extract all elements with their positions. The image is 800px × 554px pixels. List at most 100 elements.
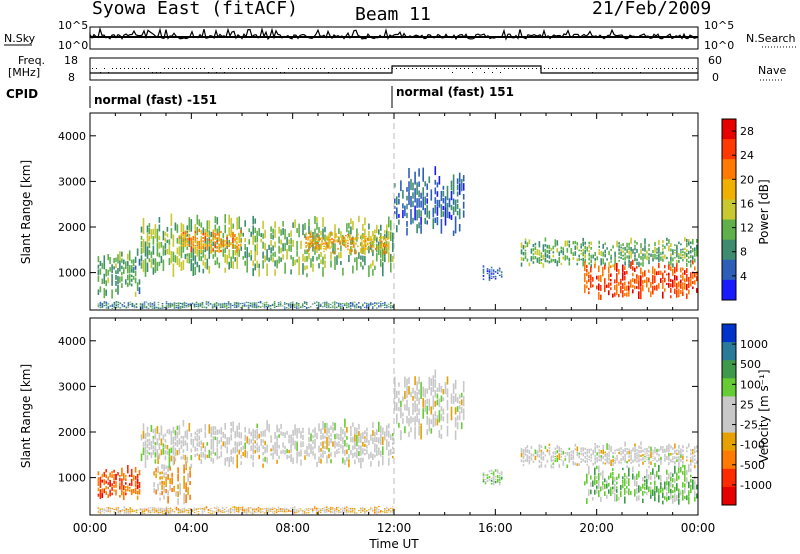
velocity-cell bbox=[178, 438, 181, 445]
velocity-cell bbox=[570, 453, 573, 457]
power-cell bbox=[652, 250, 654, 253]
power-cell bbox=[289, 303, 292, 306]
velocity-cell bbox=[658, 488, 660, 495]
power-cell bbox=[552, 245, 555, 250]
power-cell bbox=[225, 304, 228, 306]
power-cell bbox=[373, 245, 375, 248]
power-cell bbox=[186, 246, 189, 250]
velocity-cell bbox=[194, 431, 197, 435]
velocity-cell bbox=[344, 431, 346, 438]
velocity-cell bbox=[111, 487, 113, 491]
power-cell bbox=[236, 256, 238, 269]
velocity-cell bbox=[616, 448, 618, 451]
power-cell bbox=[688, 289, 690, 295]
power-cell bbox=[152, 245, 155, 255]
velocity-cell bbox=[344, 459, 346, 465]
velocity-cell bbox=[530, 453, 533, 457]
velocity-cell bbox=[127, 465, 129, 474]
power-cell bbox=[227, 304, 230, 306]
velocity-cell bbox=[580, 450, 582, 453]
power-cell bbox=[127, 304, 130, 305]
velocity-cell bbox=[349, 511, 352, 513]
power-cell bbox=[490, 277, 493, 279]
power-cell bbox=[218, 248, 220, 253]
velocity-cell bbox=[125, 512, 128, 514]
velocity-cell bbox=[598, 481, 600, 489]
velocity-cell bbox=[526, 449, 529, 453]
power-cell bbox=[626, 285, 628, 292]
velocity-cell bbox=[204, 446, 207, 453]
power-cell bbox=[584, 284, 586, 294]
power-cell bbox=[272, 245, 274, 251]
velocity-cell bbox=[544, 464, 547, 468]
power-cell bbox=[161, 303, 164, 305]
velocity-cell bbox=[335, 508, 338, 511]
velocity-cell bbox=[528, 455, 531, 460]
velocity-cell bbox=[225, 510, 228, 513]
nave-dot bbox=[496, 68, 497, 69]
velocity-cell bbox=[144, 454, 147, 461]
velocity-cell bbox=[232, 457, 234, 465]
velocity-cell bbox=[376, 513, 378, 515]
power-cell bbox=[380, 224, 382, 231]
velocity-cell bbox=[376, 437, 378, 443]
power-cell bbox=[694, 247, 696, 251]
power-cell bbox=[628, 250, 630, 255]
velocity-cell bbox=[276, 435, 278, 441]
power-cell bbox=[319, 303, 322, 305]
power-cell bbox=[674, 288, 676, 294]
velocity-cell bbox=[131, 509, 134, 511]
velocity-cell bbox=[146, 431, 149, 437]
velocity-cell bbox=[644, 458, 646, 460]
power-cell bbox=[610, 265, 612, 269]
velocity-cell bbox=[251, 511, 254, 513]
velocity-cell bbox=[302, 434, 304, 440]
power-cell bbox=[652, 253, 654, 258]
velocity-cell bbox=[362, 509, 364, 512]
power-cell bbox=[540, 252, 543, 255]
velocity-cell bbox=[650, 489, 652, 495]
velocity-cell bbox=[119, 510, 122, 512]
velocity-cell bbox=[151, 511, 154, 513]
velocity-cell bbox=[341, 509, 344, 511]
velocity-cell bbox=[184, 463, 187, 469]
velocity-cell bbox=[360, 433, 362, 444]
power-cell bbox=[386, 230, 388, 239]
nave-dot bbox=[420, 68, 421, 69]
velocity-cell bbox=[177, 467, 179, 474]
power-cell bbox=[329, 240, 331, 244]
power-cell bbox=[250, 250, 252, 255]
velocity-cell bbox=[146, 426, 149, 431]
nave-dot bbox=[100, 72, 101, 73]
velocity-cell bbox=[614, 477, 616, 483]
power-cell bbox=[315, 301, 318, 303]
power-cell bbox=[612, 293, 614, 298]
velocity-cell bbox=[179, 509, 182, 511]
velocity-cell bbox=[672, 447, 674, 450]
x-axis-label: Time UT bbox=[368, 537, 419, 551]
power-cell bbox=[379, 239, 381, 242]
power-cell bbox=[310, 230, 312, 237]
velocity-cell bbox=[360, 507, 362, 509]
velocity-cell bbox=[153, 482, 155, 488]
power-cell bbox=[158, 261, 161, 267]
velocity-cell bbox=[386, 510, 388, 512]
power-cell bbox=[330, 260, 332, 268]
power-cell bbox=[416, 198, 418, 208]
power-cell bbox=[282, 221, 284, 227]
power-cell bbox=[392, 305, 394, 307]
power-cell bbox=[628, 246, 630, 251]
velocity-cell bbox=[552, 462, 555, 465]
power-cell bbox=[121, 304, 124, 306]
velocity-cell bbox=[638, 454, 640, 458]
velocity-cell bbox=[203, 508, 206, 511]
power-cell bbox=[323, 302, 326, 304]
power-cell bbox=[146, 225, 149, 233]
velocity-cell bbox=[644, 453, 646, 455]
velocity-cell bbox=[680, 458, 682, 462]
velocity-cell bbox=[624, 488, 626, 495]
velocity-cell bbox=[398, 390, 400, 395]
velocity-cell bbox=[103, 510, 106, 512]
power-cell bbox=[622, 264, 624, 273]
power-cell bbox=[140, 262, 143, 269]
